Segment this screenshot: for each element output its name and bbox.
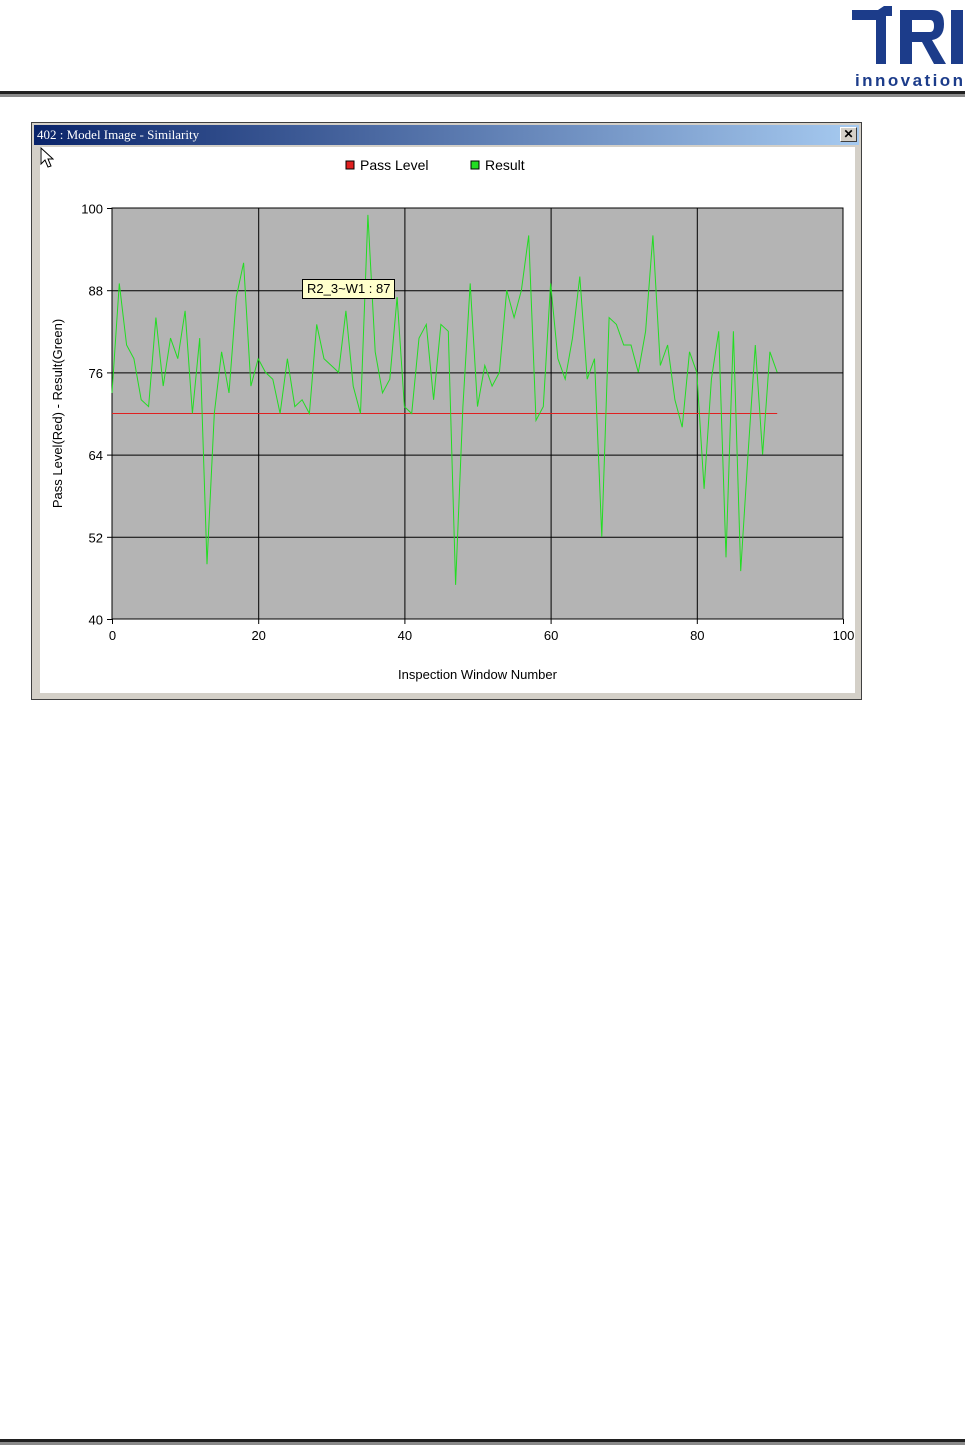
axis-ticks: 0 20 40 60 80 100 40 52 64 76 88 100 [81,202,854,644]
y-tick-label: 88 [89,284,103,299]
x-tick-label: 80 [690,628,704,643]
x-tick-label: 20 [251,628,265,643]
y-tick-label: 64 [89,448,103,463]
chart-legend: Pass Level Result [345,157,525,173]
close-button[interactable]: ✕ [840,127,857,142]
y-tick-label: 100 [81,202,103,217]
series-line-result [111,214,778,585]
x-tick-label: 60 [544,628,558,643]
header-rule [0,91,965,97]
y-tick-label: 40 [89,613,103,628]
y-tick-label: 52 [89,530,103,545]
footer-rule [0,1439,965,1445]
series-lines [111,214,778,585]
legend-swatch [470,160,480,170]
chart-area: Pass Level Result 0 20 40 60 80 100 40 52 64 76 88 1… [40,147,855,693]
similarity-window[interactable]: 402 : Model Image - Similarity ✕ Pass Le… [31,122,862,700]
legend-label: Pass Level [360,157,428,173]
x-axis-title: Inspection Window Number [398,667,558,682]
legend-label: Result [485,157,525,173]
window-title: 402 : Model Image - Similarity [37,127,200,142]
x-tick-label: 40 [398,628,412,643]
logo-graphic: innovation [852,6,963,90]
legend-swatch [345,160,355,170]
data-point-tooltip: R2_3~W1 : 87 [302,279,396,299]
y-axis-title: Pass Level(Red) - Result(Green) [50,319,65,508]
svg-text:innovation: innovation [855,71,963,90]
window-titlebar[interactable]: 402 : Model Image - Similarity ✕ [34,125,859,145]
mouse-cursor-icon [40,147,54,168]
x-tick-label: 0 [109,628,116,643]
similarity-chart: Pass Level Result 0 20 40 60 80 100 40 52 64 76 88 1… [50,157,854,682]
tri-innovation-logo: innovation [848,2,965,90]
x-tick-label: 100 [833,628,855,643]
grid-lines [112,208,843,619]
y-tick-label: 76 [89,366,103,381]
